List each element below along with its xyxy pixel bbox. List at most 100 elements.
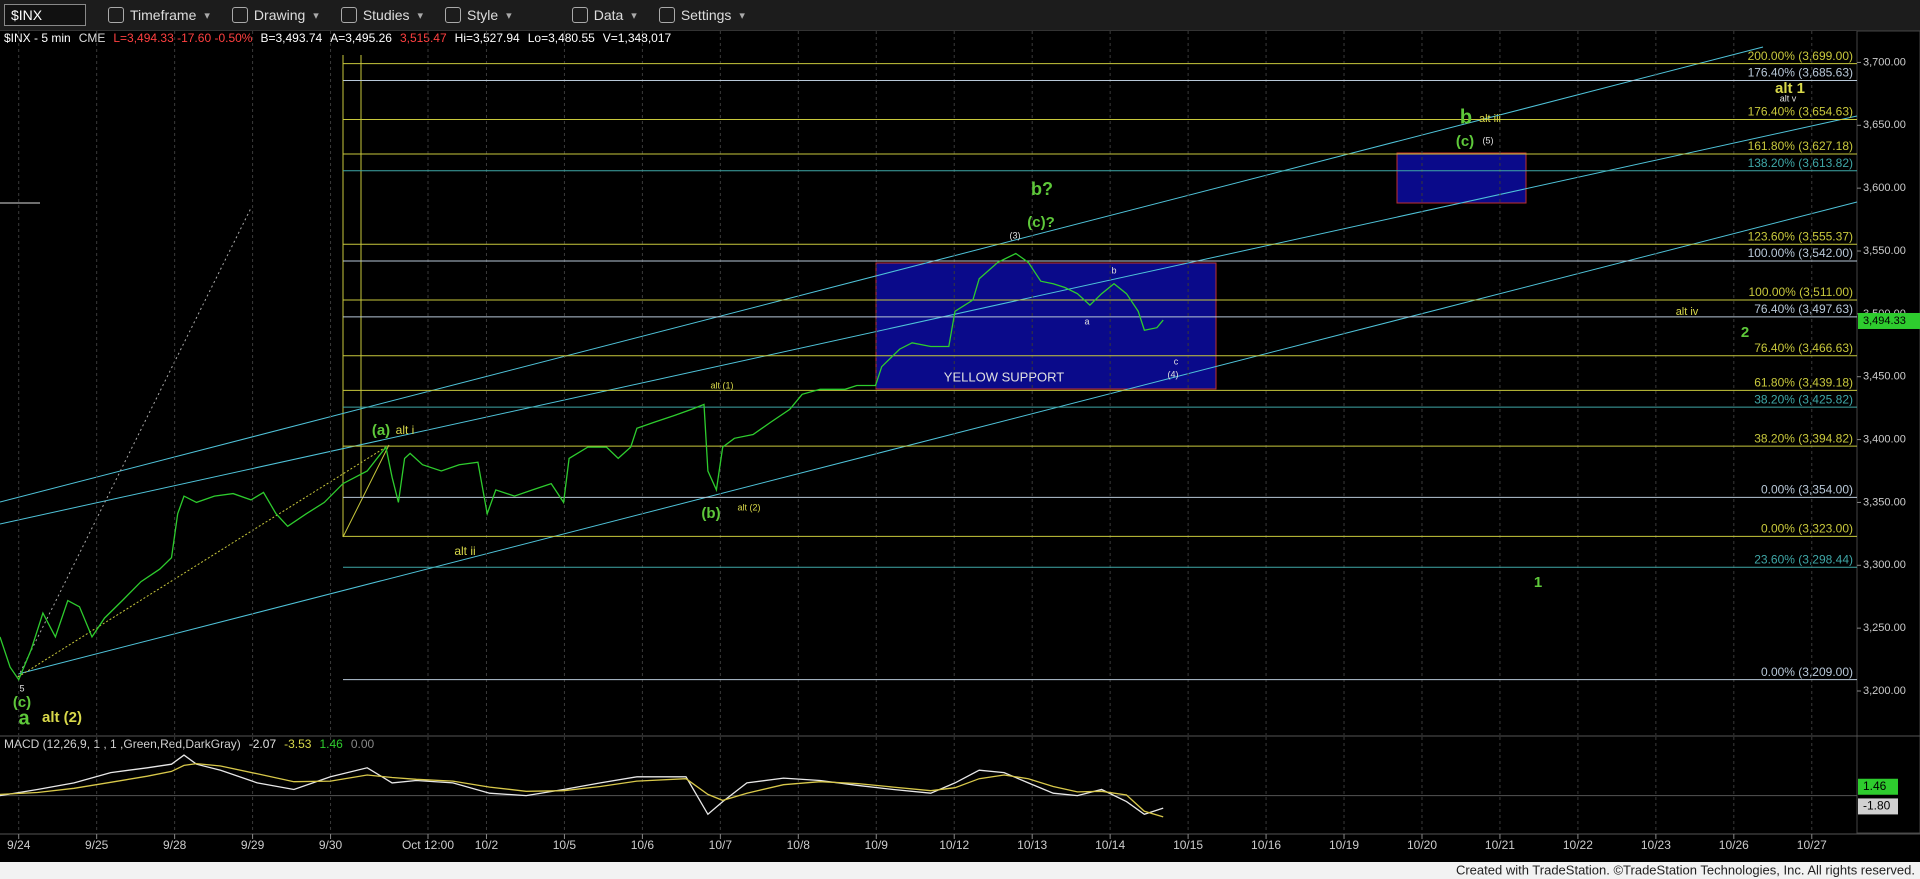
value-marker-label: -1.80 [1863, 799, 1891, 813]
fib-label: 76.40% (3,497.63) [1754, 302, 1853, 316]
toolbar-button[interactable]: Data [572, 7, 637, 23]
symbol-box[interactable]: $INX [4, 4, 86, 26]
target-box [875, 262, 1217, 390]
drawings [0, 46, 1858, 678]
wave-label: alt (1) [710, 380, 733, 390]
trend-line [17, 446, 387, 678]
x-tick-label: 10/6 [631, 838, 655, 852]
price-axis [1856, 30, 1920, 834]
wave-label: (5) [1483, 135, 1494, 145]
fib-label: 0.00% (3,323.00) [1761, 522, 1853, 536]
wave-label: 1 [1534, 574, 1542, 591]
y-tick-label: 3,200.00 [1863, 685, 1906, 697]
toolbar-button[interactable]: Drawing [232, 7, 319, 23]
series-line [0, 754, 1164, 816]
wave-label: a [1084, 316, 1089, 326]
wave-label: 2 [1741, 324, 1749, 341]
fib-label: 23.60% (3,298.44) [1754, 552, 1853, 566]
wave-label: alt (2) [42, 709, 82, 726]
fib-label: 176.40% (3,685.63) [1748, 66, 1853, 80]
fib-label: 100.00% (3,542.00) [1748, 246, 1853, 260]
info-item: A=3,495.26 [330, 31, 392, 45]
channel-line [0, 115, 1858, 525]
wave-label: alt iv [1676, 306, 1699, 318]
fib-label: 76.40% (3,466.63) [1754, 341, 1853, 355]
x-tick-label: Oct 12:00 [402, 838, 454, 852]
wave-label: b? [1031, 179, 1053, 199]
toolbar-button[interactable]: Timeframe [108, 7, 210, 23]
y-tick-label: 3,450.00 [1863, 371, 1906, 383]
fib-anchor [342, 444, 390, 538]
fib-label: 61.80% (3,439.18) [1754, 375, 1853, 389]
x-tick-label: 10/14 [1095, 838, 1125, 852]
x-tick-label: 10/9 [865, 838, 889, 852]
fib-label: 200.00% (3,699.00) [1748, 49, 1853, 63]
y-tick-label: 3,400.00 [1863, 433, 1906, 445]
series-line [0, 252, 1164, 682]
wave-label: alt v [1780, 93, 1797, 103]
wave-label: alt ii [454, 544, 475, 558]
x-tick-label: 10/27 [1797, 838, 1827, 852]
fib-label: 138.20% (3,613.82) [1748, 156, 1853, 170]
fib-label: 38.20% (3,394.82) [1754, 431, 1853, 445]
series-line [0, 762, 1164, 818]
toolbar-button[interactable]: Settings [659, 7, 745, 23]
y-tick-label: 3,600.00 [1863, 182, 1906, 194]
macd-readout: 0.00 [351, 737, 375, 751]
wave-label: alt 1 [1775, 80, 1805, 97]
x-tick-label: 10/23 [1641, 838, 1671, 852]
info-item: 3,515.47 [400, 31, 447, 45]
wave-label: (3) [1010, 230, 1021, 240]
last-price-marker [1858, 312, 1920, 329]
y-tick-label: 3,700.00 [1863, 56, 1906, 68]
wave-label: alt iii [1479, 113, 1501, 125]
macd-readout: 1.46 [319, 737, 343, 751]
wave-label: alt (2) [737, 502, 760, 512]
wave-label: b [1460, 106, 1472, 128]
fib-label: 123.60% (3,555.37) [1748, 229, 1853, 243]
x-tick-label: 10/21 [1485, 838, 1515, 852]
x-tick-label: 10/19 [1329, 838, 1359, 852]
x-tick-label: 10/8 [787, 838, 811, 852]
fib-label: 161.80% (3,627.18) [1748, 139, 1853, 153]
wave-label: 5 [19, 683, 24, 693]
value-marker [1858, 798, 1898, 815]
x-tick-label: 10/13 [1017, 838, 1047, 852]
value-marker [1858, 778, 1898, 795]
channel-line [0, 46, 1764, 503]
x-tick-label: 9/24 [7, 838, 31, 852]
wave-label: (a) [372, 422, 390, 439]
wave-label: YELLOW SUPPORT [944, 369, 1064, 384]
macd-readout: -2.07 [249, 737, 277, 751]
x-tick-label: 10/7 [709, 838, 733, 852]
channel-line [17, 201, 1858, 675]
x-tick-label: 9/30 [319, 838, 343, 852]
trend-line [17, 207, 252, 678]
info-item: V=1,348,017 [603, 31, 672, 45]
footer-bar [0, 862, 1920, 879]
toolbar-button[interactable]: Style [445, 7, 512, 23]
macd-title: MACD (12,26,9, 1 , 1 ,Green,Red,DarkGray… [4, 737, 241, 751]
y-tick-label: 3,550.00 [1863, 245, 1906, 257]
x-tick-label: 10/2 [475, 838, 499, 852]
info-item: CME [79, 31, 106, 45]
x-tick-label: 10/20 [1407, 838, 1437, 852]
x-tick-label: 10/15 [1173, 838, 1203, 852]
y-tick-label: 3,300.00 [1863, 559, 1906, 571]
x-tick-label: 10/26 [1719, 838, 1749, 852]
x-tick-label: 10/22 [1563, 838, 1593, 852]
value-marker-label: 1.46 [1863, 779, 1887, 793]
info-item: B=3,493.74 [260, 31, 322, 45]
info-item: Lo=3,480.55 [528, 31, 595, 45]
target-box [1396, 152, 1527, 204]
fib-label: 100.00% (3,511.00) [1748, 285, 1853, 299]
wave-label: b [1111, 265, 1116, 275]
footer: Created with TradeStation. ©TradeStation… [1456, 862, 1915, 877]
last-price-label: 3,494.33 [1863, 315, 1906, 327]
x-tick-label: 10/12 [939, 838, 969, 852]
wave-label: alt i [396, 423, 415, 437]
wave-label: (c) [13, 694, 31, 711]
toolbar-button[interactable]: Studies [341, 7, 423, 23]
x-tick-label: 10/16 [1251, 838, 1281, 852]
